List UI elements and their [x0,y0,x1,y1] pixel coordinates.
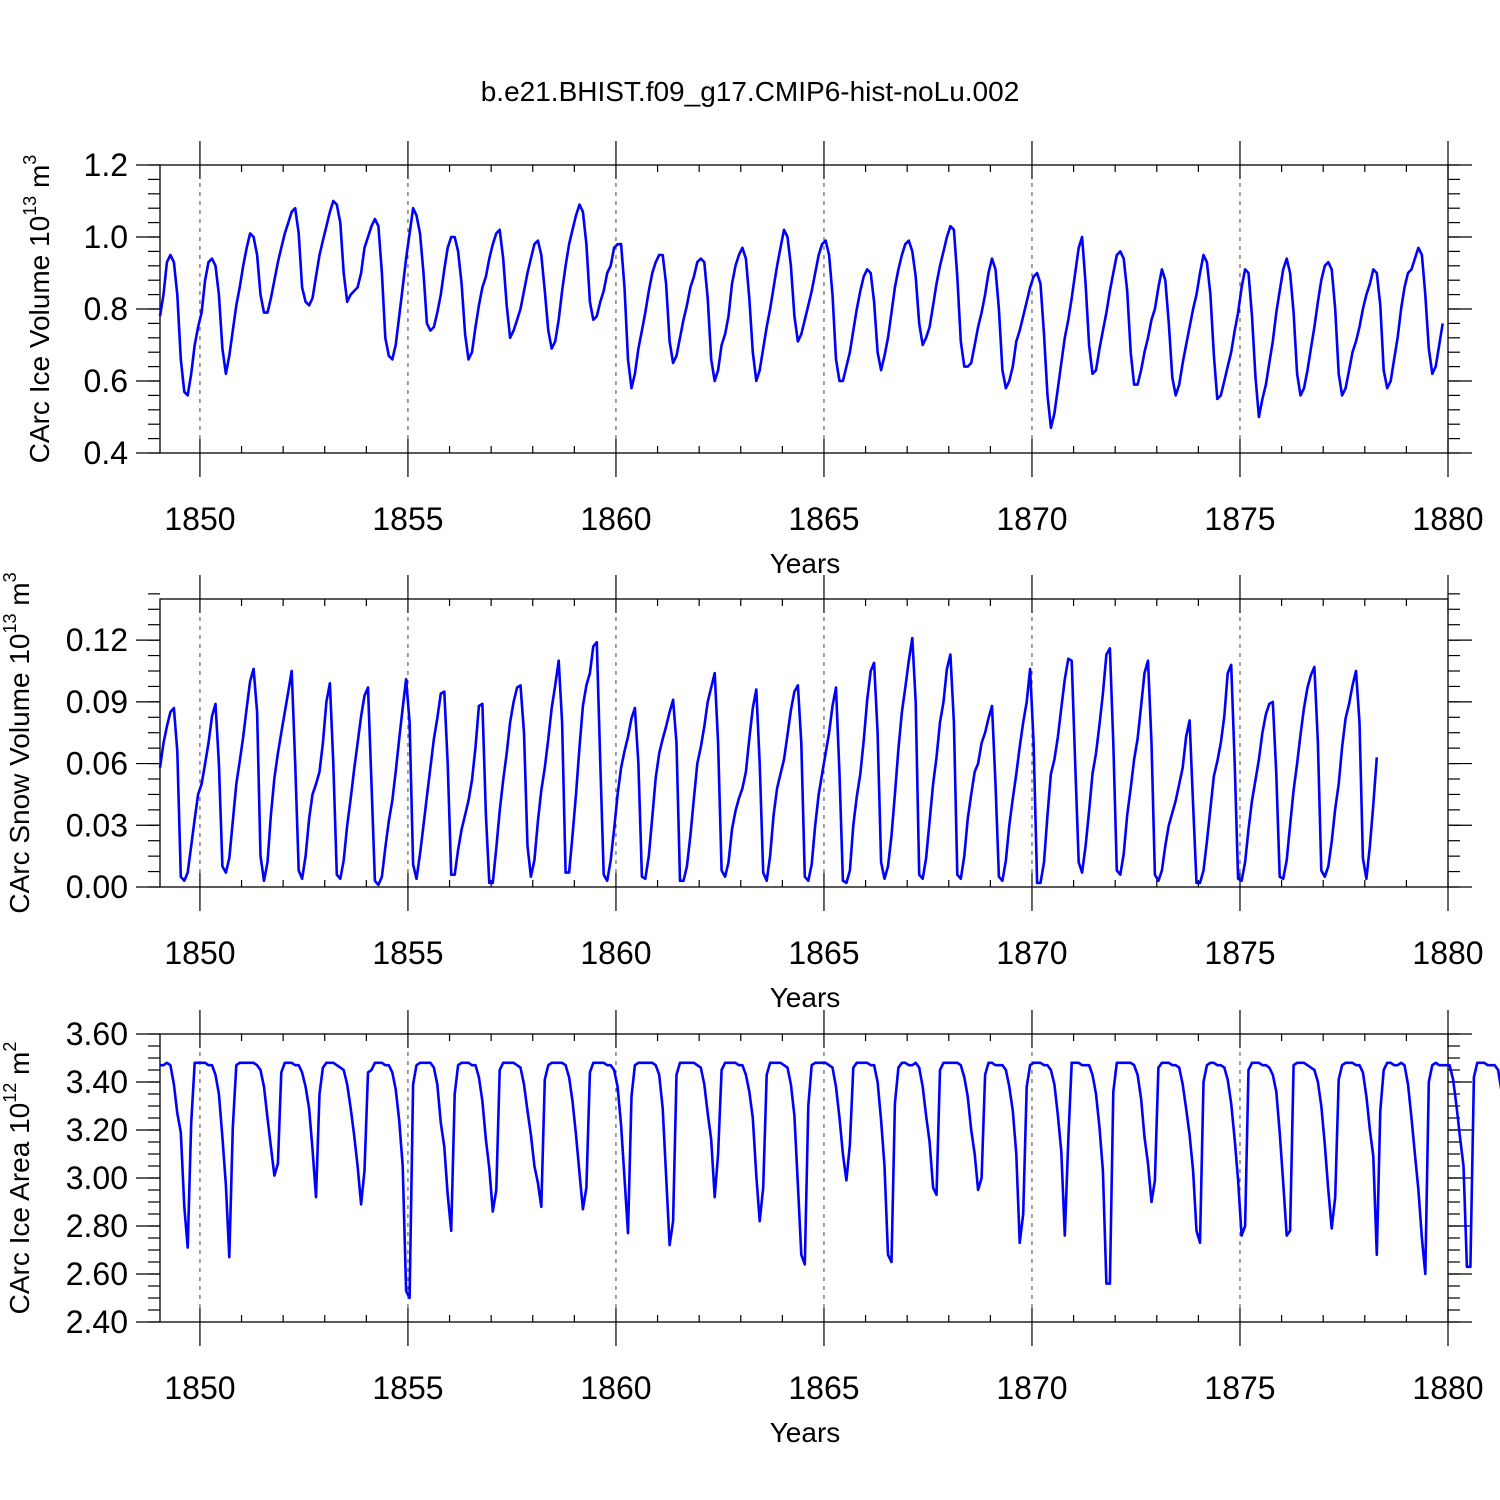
x-tick-label: 1855 [372,935,443,971]
y-tick-label: 1.0 [84,219,128,255]
series-line-ice-volume [158,199,1444,430]
y-axis-label-sup: 13 [0,613,20,633]
y-axis-label-text: CArc Ice Area 10 [4,1103,35,1315]
y-tick-label: 0.03 [66,807,128,843]
plot-frame [159,164,1449,454]
x-tick-label: 1850 [164,501,235,537]
x-tick-label: 1870 [996,501,1067,537]
y-tick-label: 2.40 [66,1304,128,1340]
y-tick-label: 3.40 [66,1064,128,1100]
y-tick-label: 3.20 [66,1112,128,1148]
panel-snow-volume: 0.00 0.03 0.06 0.09 0.12 1850 1855 1860 1865 1870… [0,572,1484,1013]
x-tick-label: 1870 [996,935,1067,971]
series-line-snow-volume [158,636,1379,887]
x-tick-label: 1870 [996,1370,1067,1406]
x-axis-label: Years [770,982,841,1013]
x-tick-label: 1875 [1204,501,1275,537]
y-axis-label-text: CArc Snow Volume 10 [4,634,35,914]
y-tick-label: 0.06 [66,746,128,782]
y-tick-label: 0.00 [66,869,128,905]
x-tick-label: 1855 [372,501,443,537]
plot-frame [159,598,1449,888]
x-tick-label: 1880 [1412,1370,1483,1406]
y-tick-label: 3.00 [66,1160,128,1196]
x-axis-label: Years [770,1417,841,1448]
y-tick-label: 2.80 [66,1208,128,1244]
x-tick-label: 1865 [788,935,859,971]
y-axis-label-unit: m [24,165,55,196]
x-tick-label: 1850 [164,935,235,971]
x-tick-label: 1880 [1412,935,1483,971]
y-axis-label-unit-sup: 2 [0,1042,20,1052]
y-tick-label: 0.8 [84,291,128,327]
y-tick-label: 0.4 [84,435,128,471]
series-line-ice-area [160,1061,1500,1300]
panel-ice-area: 2.40 2.60 2.80 3.00 3.20 3.40 3.60 1850 1855 1860… [0,1010,1500,1448]
y-tick-label: 0.6 [84,363,128,399]
x-tick-label: 1855 [372,1370,443,1406]
x-tick-label: 1875 [1204,935,1275,971]
y-axis-label-unit: m [4,582,35,613]
x-tick-label: 1850 [164,1370,235,1406]
y-axis-label-unit-sup: 3 [0,572,20,582]
y-axis-label-text: CArc Ice Volume 10 [24,216,55,463]
y-axis-label-unit-sup: 3 [20,155,40,165]
y-tick-label: 0.09 [66,684,128,720]
figure-title: b.e21.BHIST.f09_g17.CMIP6-hist-noLu.002 [481,76,1020,107]
y-tick-label: 1.2 [84,147,128,183]
x-tick-label: 1865 [788,1370,859,1406]
y-axis-label-unit: m [4,1052,35,1083]
x-tick-label: 1865 [788,501,859,537]
y-axis-label-sup: 12 [0,1083,20,1103]
y-axis-label: CArc Ice Volume 1013 m3 [20,155,56,464]
y-tick-label: 0.12 [66,622,128,658]
x-tick-label: 1875 [1204,1370,1275,1406]
y-tick-label: 2.60 [66,1256,128,1292]
y-axis-label-sup: 13 [20,196,40,216]
y-axis-label: CArc Snow Volume 1013 m3 [0,572,35,913]
panel-ice-volume: 0.4 0.6 0.8 1.0 1.2 1850 1855 1860 1865 1870 1875 1… [20,141,1484,579]
plot-frame [159,1033,1449,1323]
x-tick-label: 1860 [580,1370,651,1406]
x-axis-label: Years [770,548,841,579]
x-tick-label: 1860 [580,935,651,971]
x-tick-label: 1860 [580,501,651,537]
y-tick-label: 3.60 [66,1016,128,1052]
x-tick-label: 1880 [1412,501,1483,537]
y-axis-label: CArc Ice Area 1012 m2 [0,1042,35,1315]
